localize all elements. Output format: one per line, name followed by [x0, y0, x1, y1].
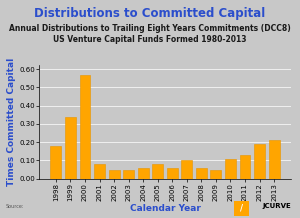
Bar — [50, 146, 62, 179]
Bar — [152, 164, 163, 179]
Bar — [80, 75, 91, 179]
X-axis label: Calendar Year: Calendar Year — [130, 204, 200, 213]
Bar — [268, 140, 280, 179]
Bar — [123, 170, 134, 179]
Text: Annual Distributions to Trailing Eight Years Commitments (DCC8): Annual Distributions to Trailing Eight Y… — [9, 24, 291, 33]
Bar — [211, 170, 221, 179]
Text: Distributions to Committed Capital: Distributions to Committed Capital — [34, 7, 266, 20]
Bar — [196, 168, 207, 179]
Bar — [254, 144, 265, 179]
Bar — [239, 155, 250, 179]
Text: JCURVE: JCURVE — [262, 203, 291, 209]
Text: Source:: Source: — [6, 204, 25, 209]
Bar — [167, 168, 178, 179]
Bar — [94, 164, 105, 179]
Bar — [138, 168, 148, 179]
Bar — [225, 159, 236, 179]
Bar — [65, 117, 76, 179]
Bar — [109, 170, 119, 179]
Text: US Venture Capital Funds Formed 1980-2013: US Venture Capital Funds Formed 1980-201… — [53, 35, 247, 44]
Bar — [182, 160, 192, 179]
Y-axis label: Times Committed Capital: Times Committed Capital — [7, 58, 16, 186]
Text: /: / — [240, 204, 243, 213]
